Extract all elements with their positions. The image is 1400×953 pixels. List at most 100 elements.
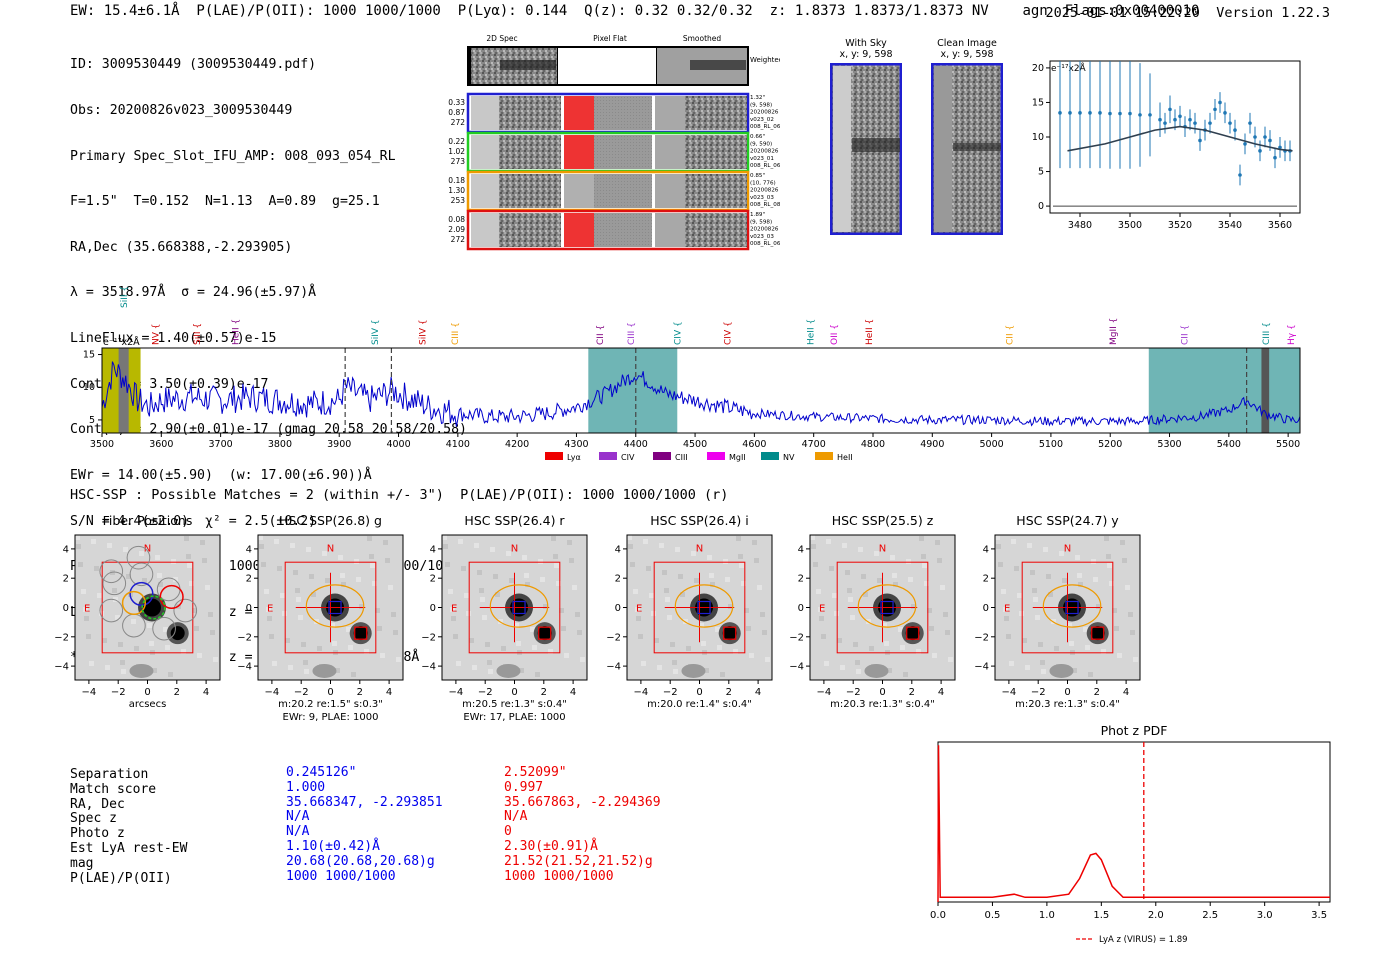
noise-pixel (105, 665, 110, 670)
noise-pixel (1009, 661, 1014, 666)
noise-pixel (538, 559, 543, 564)
cutout-meta: 1.89" (750, 212, 765, 218)
noise-pixel (488, 669, 493, 674)
noise-pixel (388, 585, 393, 590)
noise-pixel (377, 626, 382, 631)
aperture-ellipse (305, 584, 365, 628)
noise-pixel (367, 536, 372, 541)
clean-image-title: Clean Image x, y: 9, 598 (929, 38, 1005, 60)
noise-pixel (847, 588, 852, 593)
hsc-xtick-label: −2 (846, 687, 861, 698)
match1-box (1065, 600, 1079, 615)
noise-pixel (858, 547, 863, 552)
noise-pixel (210, 630, 215, 635)
north-label: N (144, 544, 151, 555)
noise-pixel (564, 653, 569, 658)
pdf-axes (937, 741, 1331, 903)
hsc-panel: Fiber Positions N E −4 −4 −2 −2 0 0 2 2 4 4 arcsecs (54, 513, 221, 710)
noise-pixel (1006, 634, 1011, 639)
noise-pixel (749, 653, 754, 658)
noise-pixel (1085, 645, 1090, 650)
pdf-xtick-label: 0.0 (930, 910, 946, 921)
noise-pixel (908, 577, 913, 582)
hsc-xtick-label: −2 (294, 687, 309, 698)
noise-pixel (580, 657, 585, 662)
cutout-meta: 0.85" (750, 173, 765, 179)
weighted-sum-row: Weighted Sum (467, 46, 780, 86)
spectrum-ytick-label: 10 (83, 382, 95, 393)
noise-pixel (754, 558, 759, 563)
match-label: Spec z (70, 811, 117, 827)
noise-pixel (1062, 578, 1067, 583)
noise-pixel (165, 645, 170, 650)
hsc-xtick-label: 4 (938, 687, 944, 698)
noise-pixel (903, 672, 908, 677)
hsc-ytick-label: 2 (430, 574, 436, 585)
noise-pixel (487, 660, 492, 665)
noise-pixel (490, 547, 495, 552)
noise-pixel (741, 581, 746, 586)
noise-pixel (290, 543, 295, 548)
legend-label: MgII (729, 453, 746, 462)
fit-point (1163, 121, 1167, 125)
fit-xtick-label: 3520 (1168, 220, 1192, 231)
noise-pixel (303, 660, 308, 665)
aperture-ellipse (857, 584, 917, 628)
match2-values: 2.52099" 0.997 35.667863, -2.294369 N/A 0 2.3… (504, 765, 661, 884)
noise-pixel (530, 627, 535, 632)
noise-pixel (1001, 589, 1006, 594)
noise-pixel (943, 612, 948, 617)
noise-pixel (848, 597, 853, 602)
info-line: RA,Dec (35.668388,-2.293905) (70, 239, 293, 255)
cutout-meta: 1.32" (750, 95, 765, 101)
noise-pixel (385, 558, 390, 563)
noise-pixel (383, 540, 388, 545)
hsc-xtick-label: 0 (1064, 687, 1070, 698)
noise-pixel (636, 616, 641, 621)
fiber-circle (141, 595, 166, 620)
fit-xtick-label: 3540 (1218, 220, 1242, 231)
east-label: E (636, 604, 642, 615)
match2-box (1091, 626, 1105, 640)
full-spectrum-plot: e⁻¹⁷x2Å 3500 3600 3700 3800 3900 4000 4100 4200 4… (83, 286, 1301, 462)
fit-point (1138, 113, 1142, 117)
noise-pixel (147, 623, 152, 628)
cutout-stat: 1.30 (448, 186, 465, 195)
noise-pixel (577, 630, 582, 635)
fit-point (1118, 111, 1122, 116)
noise-pixel (856, 669, 861, 674)
noise-pixel (375, 608, 380, 613)
shade-region (1261, 348, 1270, 433)
legend-swatch (599, 452, 617, 460)
noise-pixel (757, 585, 762, 590)
east-label: E (84, 604, 90, 615)
spectrum-ytick-label: 5 (89, 415, 95, 426)
fit-point (1068, 111, 1072, 115)
fit-ytick-label: 0 (1038, 201, 1044, 212)
noise-pixel (567, 540, 572, 545)
spectrum-xtick-label: 4400 (624, 439, 648, 450)
noise-pixel (892, 573, 897, 578)
noise-pixel (477, 570, 482, 575)
noise-pixel (81, 589, 86, 594)
noise-pixel (472, 665, 477, 670)
noise-pixel (158, 582, 163, 587)
fiber-circle (102, 571, 127, 596)
hsc-xtick-label: 4 (203, 687, 209, 698)
noise-pixel (453, 634, 458, 639)
hsc-ytick-label: 4 (246, 544, 252, 555)
noise-pixel (1083, 627, 1088, 632)
noise-pixel (667, 615, 672, 620)
match-label: Photo z (70, 826, 125, 842)
noise-pixel (1014, 566, 1019, 571)
noise-pixel (461, 566, 466, 571)
noise-pixel (280, 593, 285, 598)
noise-pixel (372, 581, 377, 586)
noise-pixel (157, 573, 162, 578)
noise-pixel (1106, 554, 1111, 559)
noise-pixel (535, 672, 540, 677)
